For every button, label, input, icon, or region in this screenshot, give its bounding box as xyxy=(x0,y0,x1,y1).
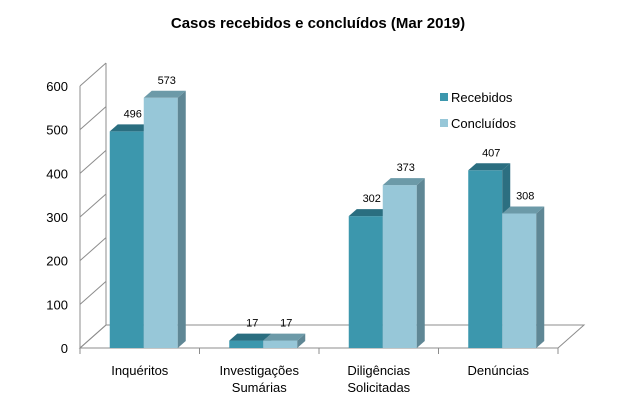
y-tick-line xyxy=(79,324,107,349)
x-category-label: Inquéritos xyxy=(111,363,169,378)
x-category-label: Diligências xyxy=(347,363,410,378)
bar-front xyxy=(109,131,144,348)
y-tick-line xyxy=(79,280,107,305)
bar-front xyxy=(143,97,178,348)
data-label: 407 xyxy=(482,147,500,159)
bar-front xyxy=(263,340,298,348)
bar-front xyxy=(468,170,503,348)
bar-front xyxy=(229,340,264,348)
y-tick-line xyxy=(79,149,107,174)
bar-top xyxy=(229,333,272,341)
data-label: 496 xyxy=(124,108,142,120)
legend-swatch xyxy=(440,93,448,101)
bar-top xyxy=(109,124,152,132)
y-tick-line xyxy=(79,193,107,218)
bar-top xyxy=(382,178,425,186)
data-label: 573 xyxy=(158,75,176,87)
y-tick-line xyxy=(79,106,107,131)
legend-label: Concluídos xyxy=(451,116,517,131)
legend-swatch xyxy=(440,119,448,127)
chart-title: Casos recebidos e concluídos (Mar 2019) xyxy=(171,15,465,32)
y-tick-label: 200 xyxy=(46,254,68,269)
bar-side xyxy=(416,178,425,348)
chart-axes: 0 100 200 300 400 500 600 Inquéritos Investigaçõ… xyxy=(46,62,586,395)
y-tick-label: 600 xyxy=(46,79,68,94)
bar-top xyxy=(502,206,545,214)
bar-front xyxy=(382,185,417,348)
data-label: 302 xyxy=(363,193,381,205)
legend: Recebidos Concluídos xyxy=(440,90,517,131)
legend-label: Recebidos xyxy=(451,90,513,105)
bar-top xyxy=(348,209,391,217)
x-category-label: Investigações xyxy=(220,363,300,378)
bars-group xyxy=(109,90,545,348)
bar-front xyxy=(502,213,537,348)
bar-top xyxy=(143,90,186,98)
x-category-label: Solicitadas xyxy=(347,380,410,395)
y-tick-label: 100 xyxy=(46,297,68,312)
x-category-label: Denúncias xyxy=(468,363,530,378)
y-tick-label: 0 xyxy=(61,341,68,356)
bar-side xyxy=(177,90,186,348)
y-tick-label: 300 xyxy=(46,210,68,225)
data-label: 308 xyxy=(516,191,534,203)
bar-side xyxy=(536,206,545,348)
bar-front xyxy=(348,216,383,348)
y-tick-label: 500 xyxy=(46,123,68,138)
y-tick-line xyxy=(79,237,107,262)
bar-top xyxy=(263,333,306,341)
y-tick-label: 400 xyxy=(46,166,68,181)
data-label: 17 xyxy=(280,318,292,330)
data-labels-group: 496 17 302 407 573 17 373 308 xyxy=(124,75,535,330)
bar-side xyxy=(297,333,306,348)
y-tick-line xyxy=(79,62,107,87)
data-label: 17 xyxy=(246,318,258,330)
bar-top xyxy=(468,163,511,171)
x-category-label: Sumárias xyxy=(232,380,287,395)
data-label: 373 xyxy=(397,162,415,174)
